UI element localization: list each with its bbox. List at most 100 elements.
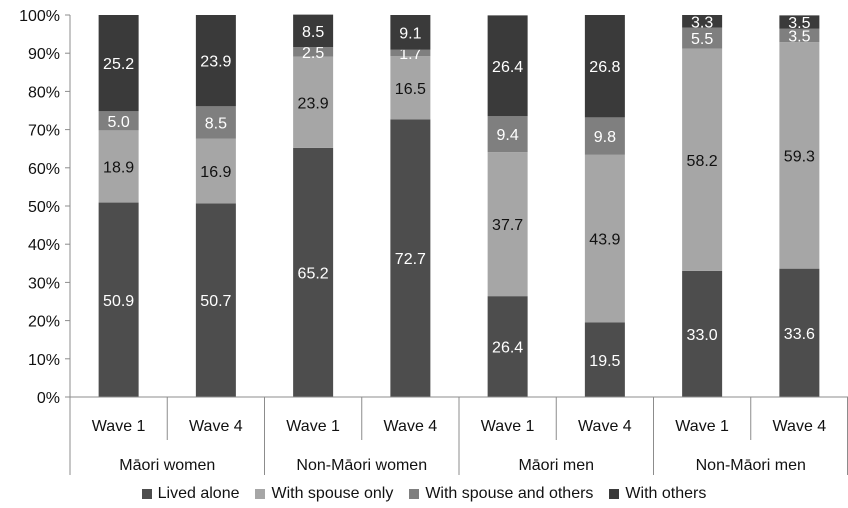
data-label: 18.9 [103,159,134,176]
y-tick-label: 40% [28,237,60,254]
bar-segment [584,322,625,397]
legend-swatch [255,489,266,499]
x-tick-label: Wave 4 [773,418,827,435]
data-label: 3.5 [788,28,810,45]
chart-legend: Lived alone With spouse only With spouse… [0,482,848,506]
x-tick-label: Wave 1 [481,418,535,435]
group-label: Non-Māori men [696,457,806,474]
data-label: 23.9 [298,95,329,112]
legend-swatch [609,489,620,499]
bar-segment [390,15,431,50]
bar-segment [293,47,334,57]
bar-segment [682,48,723,271]
data-label: 9.8 [594,129,616,146]
y-tick-label: 50% [28,199,60,216]
data-label: 33.6 [784,326,815,343]
data-label: 43.9 [589,232,620,249]
bar-segment [293,14,334,48]
bar-segment [487,15,528,117]
x-tick-label: Wave 4 [384,418,438,435]
data-label: 5.0 [108,114,130,131]
legend-item-with-spouse-only: With spouse only [255,485,393,503]
bar-segment [682,270,723,397]
y-tick-label: 100% [19,8,60,25]
bar-segment [584,117,625,155]
data-label: 33.0 [687,327,718,344]
y-tick-label: 90% [28,46,60,63]
group-label: Non-Māori women [296,457,427,474]
data-label: 8.5 [205,116,227,133]
bar-segment [293,56,334,148]
data-label: 65.2 [298,265,329,282]
data-label: 26.8 [589,59,620,76]
bar-segment [98,15,139,112]
y-tick-label: 0% [37,390,60,407]
legend-label: With others [625,485,707,502]
y-tick-label: 30% [28,275,60,292]
data-label: 8.5 [302,24,324,41]
y-tick-label: 20% [28,314,60,331]
y-tick-label: 60% [28,161,60,178]
data-label: 50.7 [200,293,231,310]
y-tick-label: 70% [28,123,60,140]
bar-segment [779,268,820,397]
bar-segment [390,49,431,57]
bar-segment [98,202,139,397]
group-label: Māori men [518,457,594,474]
data-label: 9.4 [497,127,519,144]
bar-segment [779,28,820,43]
data-label: 50.9 [103,293,134,310]
bar-segment [584,15,625,118]
data-label: 72.7 [395,251,426,268]
bar-segment [779,15,820,29]
data-label: 3.3 [691,14,713,31]
data-label: 59.3 [784,148,815,165]
legend-label: With spouse and others [425,485,594,502]
legend-item-with-others: With others [609,485,706,503]
stacked-bar-chart: 0% 10% 20% 30% 40% 50% 60% 70% 80% 90% 100% 50.9 18.… [19,8,848,475]
bar-segment [98,130,139,203]
bar-segment [195,203,236,397]
bar-segment [293,147,334,397]
bar-segment [390,119,431,397]
data-label: 37.7 [492,217,523,234]
y-tick-label: 80% [28,84,60,101]
data-label: 16.5 [395,81,426,98]
data-label: 2.5 [302,45,324,62]
legend-item-lived-alone: Lived alone [141,485,240,503]
legend-label: Lived alone [157,485,240,502]
bar-segment [195,138,236,204]
data-label: 3.5 [788,15,810,32]
data-label: 9.1 [399,25,421,42]
bar-segment [682,15,723,28]
bar-segment [682,27,723,49]
bar-segment [584,154,625,323]
bar-segment [195,106,236,139]
legend-swatch [141,489,152,499]
bar-segment [487,116,528,153]
x-tick-label: Wave 1 [286,418,340,435]
legend-swatch [409,489,420,499]
data-label: 5.5 [691,31,713,48]
data-label: 16.9 [200,164,231,181]
data-label: 1.7 [399,46,421,63]
data-label: 26.4 [492,340,523,357]
x-tick-label: Wave 1 [675,418,729,435]
x-tick-label: Wave 4 [189,418,243,435]
y-tick-label: 10% [28,352,60,369]
bar-segment [487,152,528,297]
legend-label: With spouse only [271,485,394,502]
data-label: 58.2 [687,153,718,170]
bar-segment [487,296,528,397]
bar-segment [98,111,139,131]
data-label: 26.4 [492,59,523,76]
data-label: 25.2 [103,56,134,73]
data-label: 23.9 [200,54,231,71]
x-tick-label: Wave 1 [92,418,146,435]
x-tick-label: Wave 4 [578,418,632,435]
legend-item-with-spouse-and-others: With spouse and others [409,485,593,503]
bar-segment [390,56,431,120]
group-label: Māori women [119,457,215,474]
data-label: 19.5 [589,353,620,370]
bar-segment [195,15,236,107]
